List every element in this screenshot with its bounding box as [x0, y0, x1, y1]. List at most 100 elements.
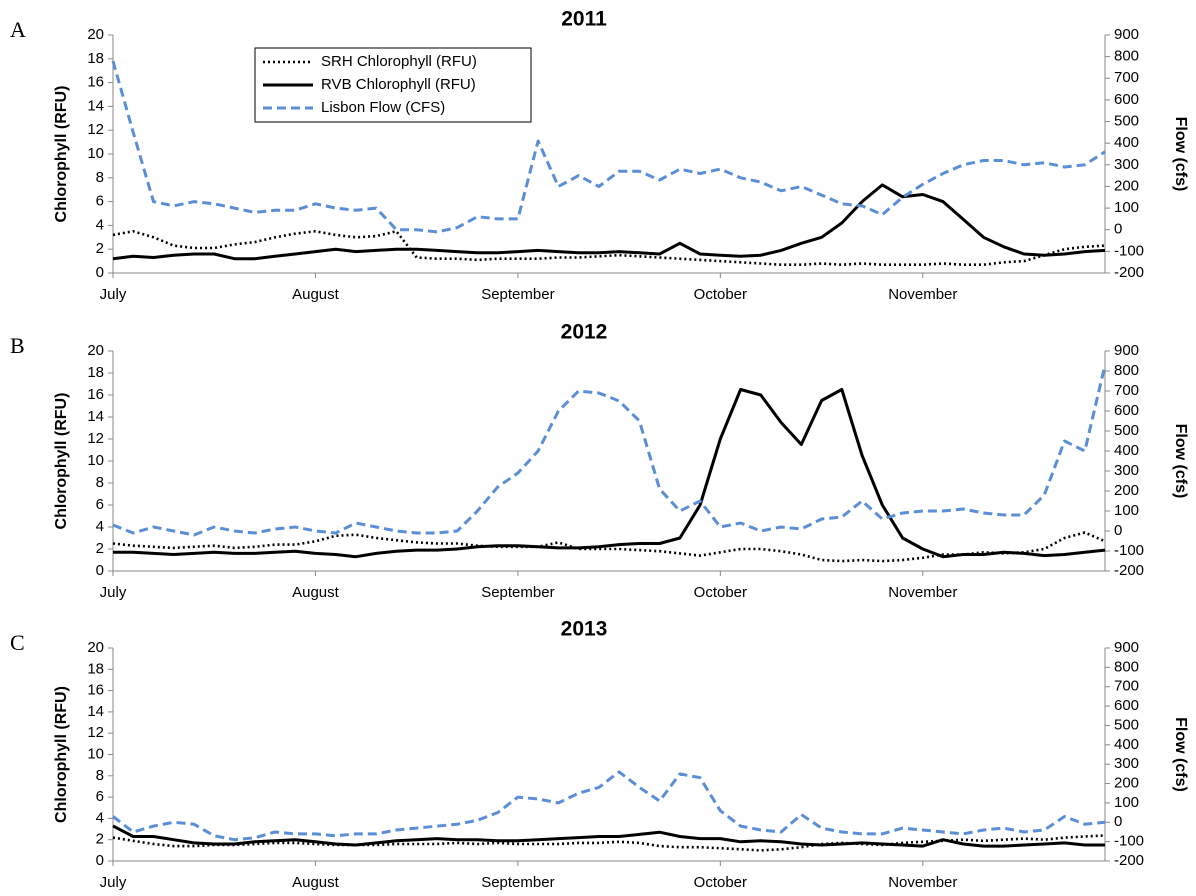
y2-tick-label: -100: [1114, 833, 1144, 850]
y2-tick-label: 300: [1114, 462, 1139, 479]
y-tick-label: 0: [96, 562, 104, 579]
y2-tick-label: 0: [1114, 221, 1122, 238]
y-tick-label: 6: [96, 496, 104, 513]
series-line: [112, 183, 1106, 261]
series-line: [112, 230, 1106, 266]
y-tick-label: 2: [96, 240, 104, 257]
y2-tick-label: 400: [1114, 442, 1139, 459]
x-tick-label: September: [481, 584, 554, 601]
y-tick-label: 16: [87, 682, 104, 699]
x-tick-label: September: [481, 286, 554, 303]
y2-tick-label: 500: [1114, 422, 1139, 439]
y-tick-label: 8: [96, 474, 104, 491]
x-tick-label: August: [292, 286, 340, 303]
x-tick-label: November: [888, 286, 957, 303]
y-tick-label: 4: [96, 809, 104, 826]
panel: A 2011 Chlorophyll (RFU) Flow (cfs) 0 2 4 6 8 10 1…: [10, 8, 1189, 303]
y-tick-label: 10: [87, 145, 104, 162]
y-tick-label: 20: [87, 342, 104, 359]
y2-tick-label: 100: [1114, 199, 1139, 216]
x-tick-label: August: [292, 584, 340, 601]
chart-title: 2011: [561, 8, 607, 31]
x-tick-label: October: [694, 874, 747, 891]
y-tick-label: 4: [96, 518, 104, 535]
y2-tick-label: 800: [1114, 658, 1139, 675]
y-tick-label: 18: [87, 660, 104, 677]
y-tick-label: 4: [96, 216, 104, 233]
y-tick-label: 14: [87, 408, 104, 425]
y-tick-label: 10: [87, 452, 104, 469]
y2-tick-label: -200: [1114, 852, 1144, 869]
y-tick-label: 2: [96, 540, 104, 557]
series-line: [112, 364, 1107, 537]
y2-tick-label: 400: [1114, 736, 1139, 753]
y2-axis-label: Flow (cfs): [1172, 117, 1189, 192]
y2-axis-label: Flow (cfs): [1172, 717, 1189, 792]
y2-tick-label: 400: [1114, 134, 1139, 151]
y-tick-label: 20: [87, 639, 104, 656]
x-tick-label: September: [481, 874, 554, 891]
series-line: [112, 834, 1106, 852]
y-tick-label: 8: [96, 169, 104, 186]
y2-tick-label: 0: [1114, 522, 1122, 539]
y-tick-label: 16: [87, 74, 104, 91]
y-tick-label: 12: [87, 724, 104, 741]
series-line: [111, 60, 1106, 234]
x-tick-label: October: [694, 584, 747, 601]
y-axis-label: Chlorophyll (RFU): [53, 86, 70, 223]
legend-label: SRH Chlorophyll (RFU): [321, 53, 477, 70]
y2-tick-label: 200: [1114, 775, 1139, 792]
y2-tick-label: 600: [1114, 402, 1139, 419]
y2-tick-label: 900: [1114, 26, 1139, 43]
y-tick-label: 14: [87, 703, 104, 720]
y-tick-label: 12: [87, 430, 104, 447]
x-tick-label: July: [100, 286, 127, 303]
y-axis-label: Chlorophyll (RFU): [53, 393, 70, 530]
x-tick-label: August: [292, 874, 340, 891]
series-line: [112, 770, 1106, 842]
y2-tick-label: 0: [1114, 813, 1122, 830]
y2-tick-label: 700: [1114, 678, 1139, 695]
panel-letter: C: [10, 630, 25, 655]
y2-tick-label: 500: [1114, 716, 1139, 733]
x-tick-label: November: [888, 874, 957, 891]
y-tick-label: 18: [87, 364, 104, 381]
x-tick-label: November: [888, 584, 957, 601]
y-tick-label: 8: [96, 767, 104, 784]
y2-tick-label: -100: [1114, 542, 1144, 559]
panel-letter: A: [10, 17, 26, 42]
y2-tick-label: 800: [1114, 48, 1139, 65]
y2-tick-label: 900: [1114, 342, 1139, 359]
y2-tick-label: 600: [1114, 697, 1139, 714]
y2-tick-label: -200: [1114, 264, 1144, 281]
panel: C 2013 Chlorophyll (RFU) Flow (cfs) 0 2 4 6 8 10 1…: [10, 618, 1189, 891]
y-tick-label: 6: [96, 788, 104, 805]
y2-tick-label: 800: [1114, 362, 1139, 379]
y-tick-label: 18: [87, 50, 104, 67]
y2-tick-label: 100: [1114, 794, 1139, 811]
y-tick-label: 0: [96, 852, 104, 869]
chart-title: 2012: [561, 321, 608, 344]
y2-tick-label: 200: [1114, 177, 1139, 194]
y-tick-label: 10: [87, 745, 104, 762]
x-tick-label: July: [100, 584, 127, 601]
series-line: [112, 824, 1105, 848]
y2-tick-label: 500: [1114, 113, 1139, 130]
x-tick-label: October: [694, 286, 747, 303]
y2-tick-label: 300: [1114, 156, 1139, 173]
y-axis-label: Chlorophyll (RFU): [53, 686, 70, 823]
y-tick-label: 6: [96, 193, 104, 210]
series-line: [113, 388, 1106, 559]
x-tick-label: July: [100, 874, 127, 891]
series-line: [112, 531, 1106, 563]
y-tick-label: 12: [87, 121, 104, 138]
y-tick-label: 14: [87, 97, 104, 114]
y-tick-label: 2: [96, 831, 104, 848]
y-tick-label: 20: [87, 26, 104, 43]
y2-tick-label: 900: [1114, 639, 1139, 656]
y2-tick-label: 700: [1114, 69, 1139, 86]
y2-tick-label: 600: [1114, 91, 1139, 108]
y2-tick-label: 300: [1114, 755, 1139, 772]
